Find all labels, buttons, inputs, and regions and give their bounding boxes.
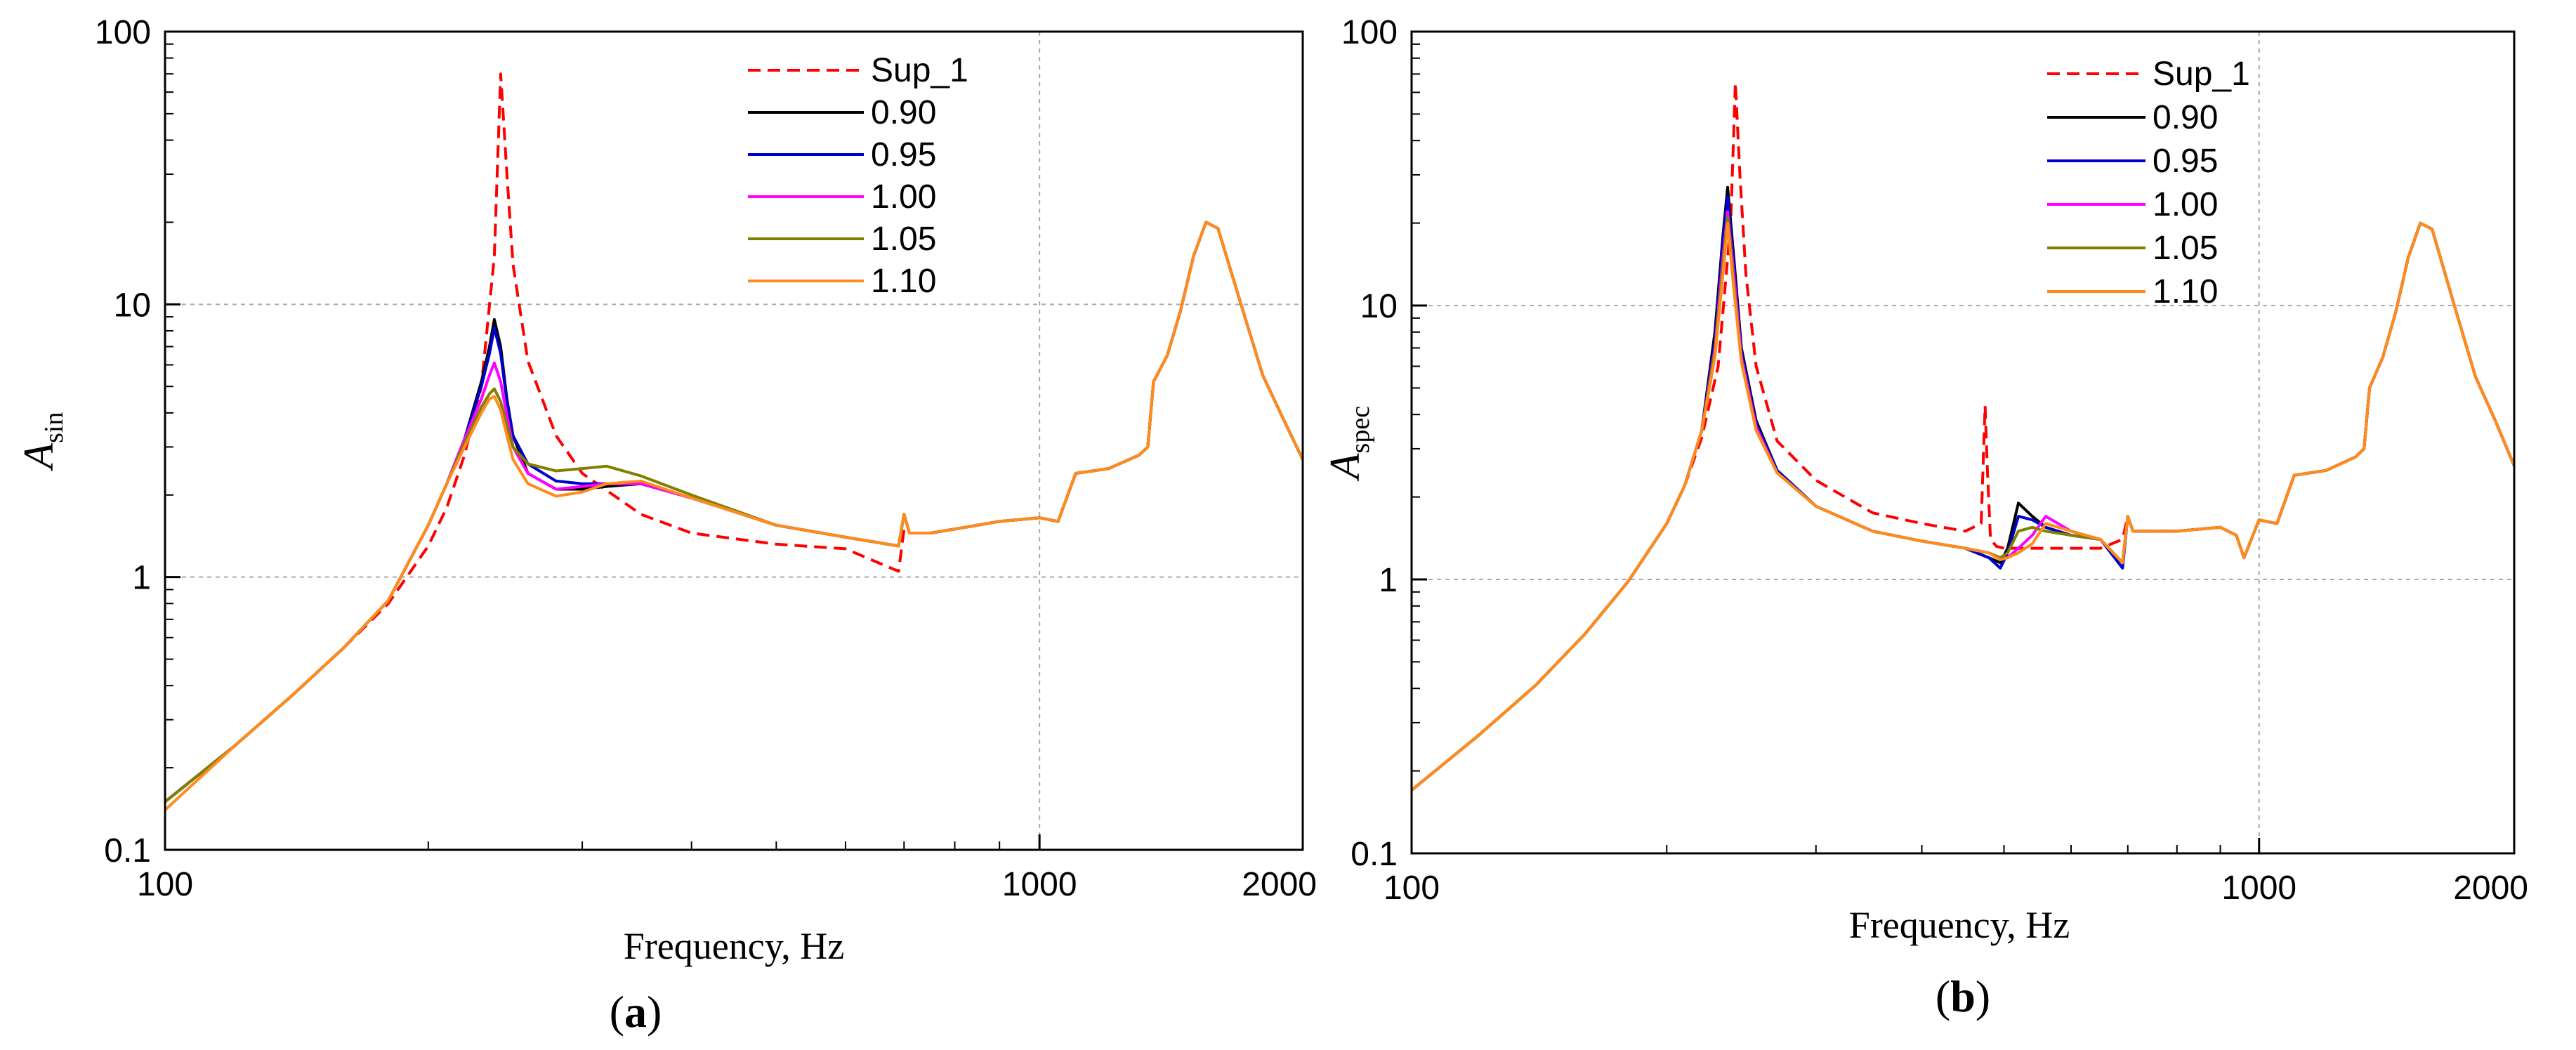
y-axis-label-main: A <box>15 443 62 472</box>
panel-label: (a) <box>610 987 662 1037</box>
panel-label-letter: a <box>624 987 647 1037</box>
y-tick-label: 100 <box>95 14 151 51</box>
legend: Sup_1 0.90 0.95 1.00 1.05 1.10 <box>2047 55 2250 310</box>
y-tick-label: 10 <box>114 287 151 324</box>
x-tick-label: 2000 <box>2453 869 2528 907</box>
y-axis-label-main: A <box>1322 453 1368 482</box>
plot-frame <box>164 30 1304 851</box>
x-tick-label: 2000 <box>1242 866 1317 903</box>
legend: Sup_1 0.90 0.95 1.00 1.05 1.10 <box>748 52 968 300</box>
series-line-1-10 <box>1412 221 2514 792</box>
legend-label: 1.10 <box>871 263 936 300</box>
legend-label: Sup_1 <box>871 52 968 89</box>
panel-label-letter: b <box>1950 971 1976 1021</box>
y-axis-label-sub: sin <box>39 412 69 442</box>
plot-frame <box>1410 30 2516 855</box>
y-axis-label: Asin <box>15 412 69 471</box>
chart-panel-b: 0.1 1 10 100 100 1000 2000 Sup_1 0.90 0.95 1.00 1.… <box>1322 14 2528 1021</box>
x-axis-label: Frequency, Hz <box>1849 904 2070 946</box>
legend-label: 1.00 <box>2153 186 2218 223</box>
series-group <box>165 72 1303 811</box>
x-axis-label: Frequency, Hz <box>624 925 844 967</box>
panel-label-close: ) <box>1976 971 1990 1021</box>
y-tick-label: 100 <box>1341 14 1398 51</box>
chart-panel-a: 0.1 1 10 100 100 1000 2000 Sup_1 0.90 0.95 1.00 1.… <box>15 14 1317 1037</box>
legend-label: 0.95 <box>871 136 936 173</box>
axis-ticks: 0.1 1 10 100 100 1000 2000 <box>95 14 1317 903</box>
y-axis-label: Aspec <box>1322 406 1375 482</box>
legend-label: 1.05 <box>2153 230 2218 267</box>
y-tick-label: 0.1 <box>1351 836 1398 873</box>
x-tick-label: 1000 <box>2221 869 2296 907</box>
legend-label: 1.00 <box>871 178 936 216</box>
x-tick-label: 100 <box>137 866 193 903</box>
legend-label: 0.90 <box>2153 99 2218 136</box>
panel-label-open: ( <box>1936 971 1950 1021</box>
y-tick-label: 1 <box>132 560 151 597</box>
gridlines <box>1412 32 2514 853</box>
legend-label: 0.90 <box>871 94 936 131</box>
panel-label-open: ( <box>610 987 624 1037</box>
axis-ticks: 0.1 1 10 100 100 1000 2000 <box>1341 14 2528 907</box>
panel-label-close: ) <box>647 987 662 1037</box>
series-line-1-10 <box>165 221 1303 811</box>
y-tick-label: 1 <box>1379 562 1398 599</box>
y-tick-label: 10 <box>1360 288 1398 325</box>
legend-label: 1.05 <box>871 221 936 258</box>
series-group <box>1412 81 2514 792</box>
y-tick-label: 0.1 <box>104 832 151 869</box>
x-tick-label: 100 <box>1384 869 1440 907</box>
legend-label: 1.10 <box>2153 273 2218 310</box>
legend-label: Sup_1 <box>2153 55 2250 93</box>
x-tick-label: 1000 <box>1002 866 1077 903</box>
gridlines <box>165 32 1303 850</box>
y-axis-label-sub: spec <box>1346 406 1375 454</box>
legend-label: 0.95 <box>2153 143 2218 180</box>
panel-label: (b) <box>1936 971 1990 1021</box>
